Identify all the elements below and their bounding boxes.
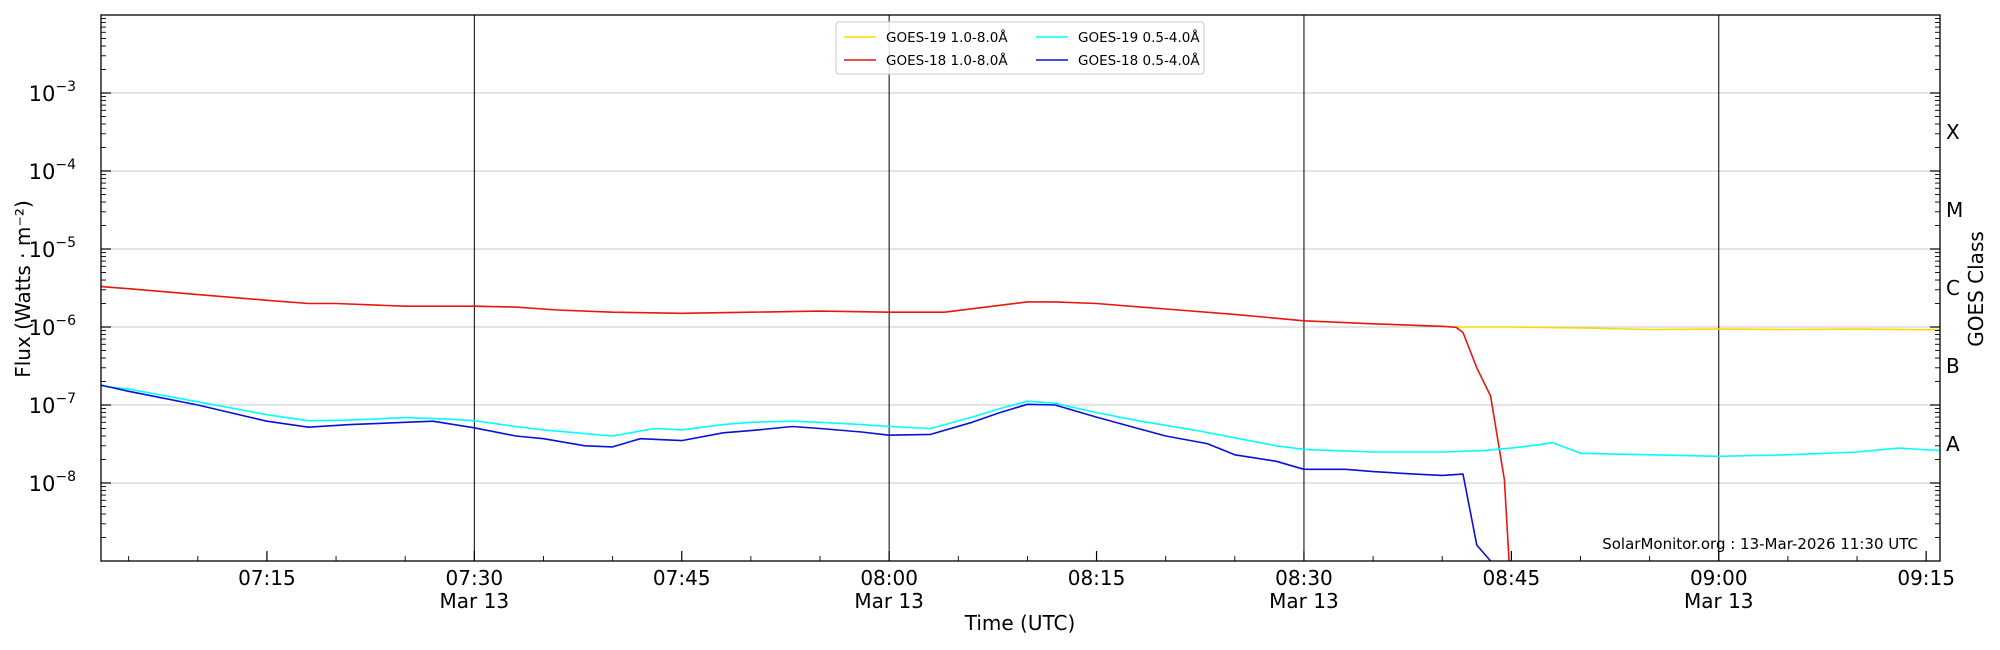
x-tick-label: 08:15 <box>1068 566 1126 590</box>
x-tick-date-label: Mar 13 <box>1684 589 1754 613</box>
x-tick-label: 09:15 <box>1897 566 1955 590</box>
y-tick-label: 10−4 <box>29 157 76 184</box>
x-tick-label: 08:30 <box>1275 566 1333 590</box>
legend-entry-label: GOES-18 0.5-4.0Å <box>1078 52 1200 69</box>
goes-class-label: M <box>1946 198 1963 222</box>
goes-class-label: X <box>1946 120 1960 144</box>
goes-class-label: C <box>1946 276 1960 300</box>
goes-class-label: B <box>1946 354 1960 378</box>
x-tick-date-label: Mar 13 <box>854 589 924 613</box>
goes-class-label: A <box>1946 432 1960 456</box>
plot-frame <box>100 14 1941 562</box>
source-annotation: SolarMonitor.org : 13-Mar-2026 11:30 UTC <box>1602 535 1918 553</box>
series-line <box>101 285 1510 561</box>
x-tick-label: 08:45 <box>1483 566 1541 590</box>
legend-box <box>835 21 1205 75</box>
y-tick-label: 10−3 <box>29 79 76 106</box>
x-tick-label: 07:15 <box>238 566 296 590</box>
legend-entry-label: GOES-19 1.0-8.0Å <box>886 29 1008 46</box>
series-layer <box>101 285 1940 561</box>
legend: GOES-19 1.0-8.0Å GOES-19 0.5-4.0Å GOES-18 … <box>835 21 1205 75</box>
series-line <box>1456 326 1940 331</box>
y-tick-label: 10−5 <box>29 235 76 262</box>
x-tick-label: 07:45 <box>653 566 711 590</box>
y-axis-label: Flux (Watts · m⁻²) <box>11 200 35 378</box>
x-tick-label: 09:00 <box>1690 566 1748 590</box>
right-y-axis-label: GOES Class <box>1964 231 1988 347</box>
x-tick-date-label: Mar 13 <box>440 589 510 613</box>
x-tick-label: 07:30 <box>446 566 504 590</box>
grid-layer <box>101 15 1940 561</box>
legend-entry-label: GOES-19 0.5-4.0Å <box>1078 29 1200 46</box>
x-tick-date-label: Mar 13 <box>1269 589 1339 613</box>
series-line <box>101 384 1492 561</box>
x-tick-label: 08:00 <box>860 566 918 590</box>
y-tick-label: 10−8 <box>29 469 76 496</box>
x-axis-label: Time (UTC) <box>964 611 1076 635</box>
y-tick-label: 10−7 <box>29 391 76 418</box>
series-line <box>101 385 1940 458</box>
legend-entry-label: GOES-18 1.0-8.0Å <box>886 52 1008 69</box>
y-tick-label: 10−6 <box>29 313 76 340</box>
label-layer: Flux (Watts · m⁻²) Time (UTC) GOES Class… <box>11 200 1988 635</box>
